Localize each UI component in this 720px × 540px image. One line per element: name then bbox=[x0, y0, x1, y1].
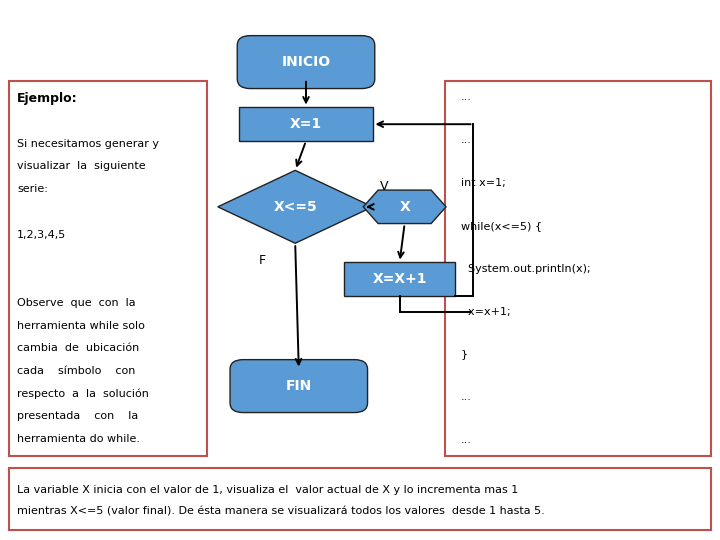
FancyBboxPatch shape bbox=[344, 262, 456, 296]
Polygon shape bbox=[217, 171, 373, 243]
Text: ...: ... bbox=[461, 435, 472, 445]
Text: herramienta while solo: herramienta while solo bbox=[17, 321, 145, 330]
Text: System.out.println(x);: System.out.println(x); bbox=[461, 264, 590, 274]
Text: X=X+1: X=X+1 bbox=[372, 272, 427, 286]
Text: Observe  que  con  la: Observe que con la bbox=[17, 298, 136, 308]
Text: mientras X<=5 (valor final). De ésta manera se visualizará todos los valores  de: mientras X<=5 (valor final). De ésta man… bbox=[17, 507, 545, 517]
FancyBboxPatch shape bbox=[9, 81, 207, 456]
Text: ...: ... bbox=[461, 92, 472, 102]
Text: cada    símbolo    con: cada símbolo con bbox=[17, 366, 135, 376]
FancyBboxPatch shape bbox=[237, 36, 374, 89]
Text: herramienta do while.: herramienta do while. bbox=[17, 434, 140, 444]
Text: presentada    con    la: presentada con la bbox=[17, 411, 138, 422]
Text: Ejemplo:: Ejemplo: bbox=[17, 92, 78, 105]
Text: X<=5: X<=5 bbox=[274, 200, 317, 214]
Text: F: F bbox=[259, 254, 266, 267]
Text: Si necesitamos generar y: Si necesitamos generar y bbox=[17, 139, 159, 148]
FancyBboxPatch shape bbox=[230, 360, 367, 413]
Text: FIN: FIN bbox=[286, 379, 312, 393]
Text: X: X bbox=[400, 200, 410, 214]
Text: ...: ... bbox=[461, 135, 472, 145]
Text: X=1: X=1 bbox=[290, 117, 322, 131]
Text: respecto  a  la  solución: respecto a la solución bbox=[17, 388, 149, 399]
Text: int x=1;: int x=1; bbox=[461, 178, 505, 188]
Text: La variable X inicia con el valor de 1, visualiza el  valor actual de X y lo inc: La variable X inicia con el valor de 1, … bbox=[17, 485, 518, 495]
Text: ...: ... bbox=[461, 393, 472, 402]
Text: }: } bbox=[461, 349, 468, 360]
Text: 1,2,3,4,5: 1,2,3,4,5 bbox=[17, 230, 66, 240]
FancyBboxPatch shape bbox=[239, 107, 373, 141]
Text: visualizar  la  siguiente: visualizar la siguiente bbox=[17, 161, 146, 171]
Polygon shape bbox=[364, 190, 446, 224]
Text: cambia  de  ubicación: cambia de ubicación bbox=[17, 343, 140, 353]
Text: while(x<=5) {: while(x<=5) { bbox=[461, 221, 541, 231]
Text: x=x+1;: x=x+1; bbox=[461, 307, 510, 316]
Text: INICIO: INICIO bbox=[282, 55, 330, 69]
Text: V: V bbox=[380, 180, 388, 193]
FancyBboxPatch shape bbox=[9, 468, 711, 530]
FancyBboxPatch shape bbox=[445, 81, 711, 456]
Text: serie:: serie: bbox=[17, 184, 48, 194]
